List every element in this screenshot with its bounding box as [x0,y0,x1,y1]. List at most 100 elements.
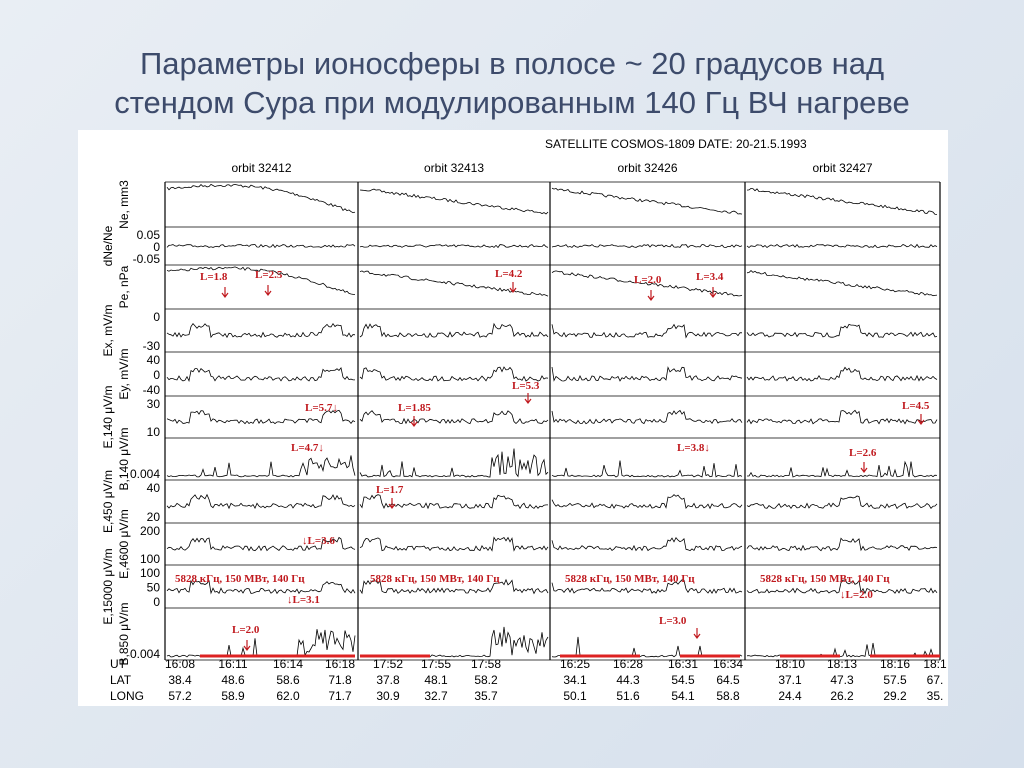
annotation: L=5.7↓ [305,402,338,414]
arrow [388,498,396,509]
table-cell: 17:52 [373,657,403,671]
annotation: L=2.5 [255,269,283,281]
table-cell: 37.1 [778,673,802,687]
trace [166,183,356,214]
trace [551,536,743,552]
annotation: L=3.8↓ [677,442,710,454]
tick-label: 40 [147,481,161,495]
trace [551,243,743,248]
annotation: ↓L=2.0 [840,589,873,601]
orbit-label: orbit 32413 [424,161,484,175]
table-cell: 64.5 [716,673,740,687]
table-row-label: LONG [110,689,144,703]
arrow [917,414,925,425]
trace [551,494,743,510]
table-cell: 58.8 [716,689,740,703]
table-cell: 30.9 [376,689,400,703]
trace [746,270,938,297]
arrow [509,282,517,293]
table-cell: 54.1 [671,689,695,703]
table-cell: 16:31 [668,657,698,671]
table-cell: 58.2 [474,673,498,687]
panel-label: B,850 μV/m [117,603,131,666]
trace [359,536,549,552]
table-cell: 18:16 [880,657,910,671]
trace [746,537,938,552]
annotation: L=4.5 [902,400,930,412]
table-cell: 48.6 [221,673,245,687]
table-cell: 17:58 [471,657,501,671]
arrow [410,416,418,427]
trace [551,187,743,215]
trace [359,366,549,382]
table-cell: 18:13 [827,657,857,671]
trace [746,323,938,338]
annotation: L=4.2 [495,268,523,280]
trace [551,366,743,382]
table-cell: 16:28 [613,657,643,671]
table-cell: 18:10 [775,657,805,671]
trace [551,409,743,425]
trace [359,494,548,510]
annotation: L=1.85 [398,402,431,414]
trace [746,187,938,215]
table-cell: 50.1 [563,689,587,703]
annotation: L=1.8 [200,271,228,283]
table-row-label: LAT [110,673,132,687]
annotation: 5828 кГц, 150 МВт, 140 Гц [370,573,500,585]
table-cell: 58.9 [221,689,245,703]
trace [747,460,938,478]
panel-label: E,4600 μV/m [117,509,131,579]
table-cell: 67. [927,673,944,687]
tick-label: 0 [153,368,160,382]
panel-label: Ex, mV/m [101,304,115,356]
tick-label: 0 [153,240,160,254]
table-cell: 16:25 [560,657,590,671]
table-cell: 37.8 [376,673,400,687]
annotation: L=3.4 [696,271,724,283]
table-row-label: UT [110,657,127,671]
table-cell: 35.7 [474,689,498,703]
table-cell: 58.6 [276,673,300,687]
table-cell: 71.8 [328,673,352,687]
tick-label: -0.05 [133,252,161,266]
table-cell: 26.2 [830,689,854,703]
tick-label: 0.05 [137,228,161,242]
arrow [709,287,717,298]
table-cell: 24.4 [778,689,802,703]
annotation: L=3.0 [659,615,687,627]
annotation: ↓L=3.1 [287,594,320,606]
table-cell: 57.5 [883,673,907,687]
panel-label: Ey, mV/m [117,348,131,399]
annotation: 5828 кГц, 150 МВт, 140 Гц [565,573,695,585]
table-cell: 29.2 [883,689,907,703]
table-cell: 71.7 [328,689,352,703]
orbit-label: orbit 32427 [812,161,872,175]
panel-label: E,450 μV/m [101,470,115,533]
tick-label: 50 [147,581,161,595]
table-cell: 51.6 [616,689,640,703]
table-cell: 18:1 [923,657,947,671]
arrow [647,290,655,301]
table-cell: 16:11 [218,657,247,671]
annotation: 5828 кГц, 150 МВт, 140 Гц [760,573,890,585]
trace [746,409,938,425]
table-cell: 32.7 [424,689,448,703]
orbit-label: orbit 32426 [617,161,677,175]
arrow [264,285,272,296]
trace [746,579,938,595]
figure: orbit 32412 orbit 32413 orbit 32426 orbit 3… [101,161,947,703]
tick-label: 30 [147,397,161,411]
tick-label: 100 [140,552,160,566]
tick-label: 0.004 [130,467,160,481]
trace [359,244,549,249]
trace [166,266,355,295]
tick-label: 100 [140,566,160,580]
trace [166,243,356,249]
annotation: 5828 кГц, 150 МВт, 140 Гц [175,573,305,585]
trace [551,579,743,595]
tick-label: -30 [143,339,161,353]
table-cell: 44.3 [616,673,640,687]
table-cell: 47.3 [830,673,854,687]
